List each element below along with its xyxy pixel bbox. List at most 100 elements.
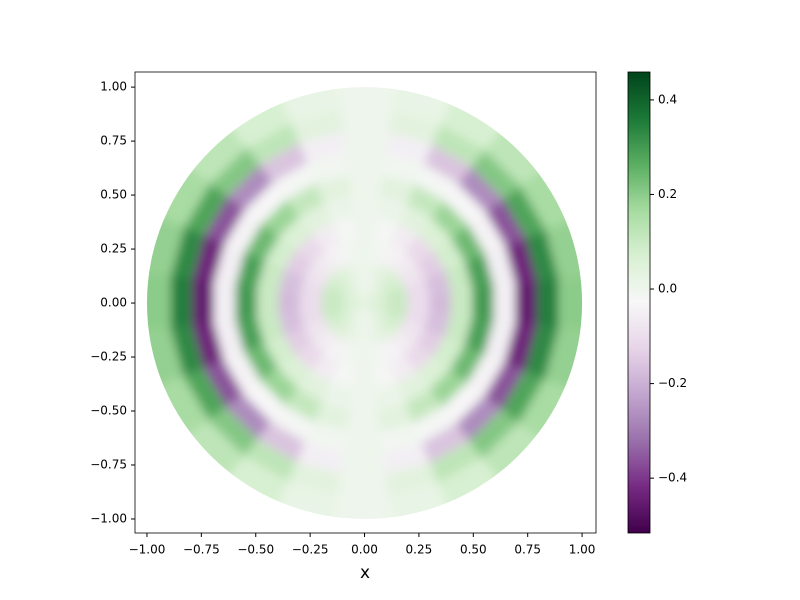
- field-cell: [223, 209, 262, 255]
- field-cell: [377, 402, 416, 432]
- field-cell: [346, 409, 383, 432]
- field-cell: [257, 422, 308, 464]
- field-cell: [146, 326, 185, 396]
- field-cell: [322, 195, 354, 224]
- field-cell: [331, 495, 398, 519]
- field-cell: [364, 285, 382, 304]
- field-cell: [355, 238, 374, 261]
- field-cell: [501, 367, 547, 423]
- field-cell: [243, 343, 279, 383]
- field-cell: [170, 324, 205, 379]
- field-cell: [213, 282, 236, 325]
- field-cell: [344, 289, 365, 304]
- x-tick-label: 0.00: [351, 543, 378, 557]
- field-cell: [225, 165, 273, 213]
- x-tick-label: 0.25: [406, 543, 433, 557]
- field-cell: [383, 442, 433, 475]
- field-cell: [257, 142, 308, 184]
- field-cell: [361, 303, 368, 325]
- field-cell: [305, 422, 349, 454]
- field-cell: [558, 269, 583, 337]
- field-cell: [364, 300, 387, 307]
- field-cell: [337, 110, 392, 132]
- field-cell: [299, 277, 325, 298]
- field-cell: [415, 327, 446, 357]
- field-cell: [352, 217, 377, 239]
- field-cell: [242, 381, 286, 424]
- field-cell: [344, 303, 365, 317]
- field-cell: [444, 260, 473, 293]
- field-cell: [324, 311, 348, 330]
- field-cell: [296, 131, 346, 164]
- field-cell: [443, 381, 487, 424]
- field-cell: [372, 262, 392, 287]
- field-cell: [343, 153, 386, 175]
- field: [146, 87, 583, 519]
- field-cell: [146, 269, 171, 337]
- field-cell: [413, 162, 459, 201]
- field-cell: [456, 165, 504, 213]
- field-cell: [397, 202, 432, 235]
- field-cell: [234, 316, 265, 354]
- field-cell: [324, 242, 349, 270]
- plot-frame: [134, 71, 597, 534]
- field-cell: [377, 268, 400, 291]
- field-cell: [270, 162, 316, 201]
- field-cell: [213, 243, 245, 288]
- field-cell: [182, 367, 228, 423]
- field-cell: [213, 318, 245, 363]
- field-cell: [372, 217, 399, 244]
- field-cell: [380, 153, 425, 184]
- field-cell: [450, 343, 486, 383]
- y-tick-label: −0.50: [90, 404, 127, 418]
- field-cell: [386, 297, 408, 310]
- cells: [146, 87, 583, 519]
- field-cell: [377, 174, 416, 204]
- field-cell: [424, 310, 451, 337]
- field-cell: [367, 322, 382, 346]
- field-cell: [310, 222, 341, 252]
- field-cell: [369, 342, 391, 368]
- field-cell: [358, 260, 371, 282]
- y-tick-label: 0.75: [100, 134, 127, 148]
- field-cell: [524, 227, 559, 282]
- field-cell: [305, 153, 349, 184]
- field-cell: [284, 388, 324, 424]
- field-cell: [243, 223, 279, 263]
- field-cell: [385, 110, 442, 145]
- field-cell: [364, 289, 385, 304]
- field-cell: [313, 174, 352, 204]
- field-cell: [321, 286, 345, 301]
- field-cell: [342, 303, 365, 312]
- field-cell: [349, 196, 380, 218]
- field-cell: [347, 260, 362, 284]
- field-cell: [364, 303, 374, 325]
- field-cell: [271, 87, 341, 125]
- field-cell: [355, 345, 374, 368]
- field-cell: [385, 462, 442, 496]
- y-tick-label: 0.25: [100, 242, 127, 256]
- y-tick-label: −1.00: [90, 511, 127, 525]
- field-cell: [380, 337, 405, 364]
- field-cell: [347, 303, 365, 321]
- field-cell: [225, 394, 273, 441]
- field-cell: [472, 285, 494, 322]
- field-cell: [342, 300, 365, 307]
- field-cell: [429, 291, 451, 316]
- field-cell: [278, 291, 300, 316]
- colorbar-tick-label: −0.2: [658, 376, 687, 390]
- field-cell: [243, 439, 300, 484]
- field-cell: [484, 243, 516, 288]
- field-cell: [358, 324, 371, 346]
- field-cell: [146, 210, 185, 280]
- field-cell: [340, 131, 389, 154]
- field-cell: [347, 285, 365, 304]
- x-tick-label: −1.00: [129, 543, 166, 557]
- field-cell: [278, 269, 305, 296]
- field-cell: [375, 195, 408, 224]
- field-cell: [377, 316, 400, 338]
- y-tick-label: −0.25: [90, 350, 127, 364]
- field-cell: [260, 368, 300, 407]
- field-cell: [429, 199, 469, 239]
- field-cell: [263, 236, 296, 271]
